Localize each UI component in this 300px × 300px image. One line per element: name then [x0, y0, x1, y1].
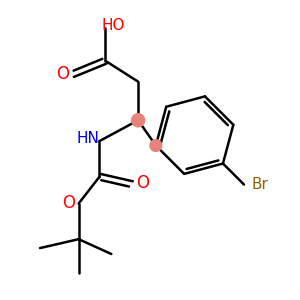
Text: HO: HO — [101, 18, 124, 33]
Text: HN: HN — [77, 130, 100, 146]
Circle shape — [132, 114, 145, 127]
Text: O: O — [62, 194, 75, 212]
Circle shape — [150, 140, 162, 152]
Text: O: O — [56, 65, 69, 83]
Text: Br: Br — [252, 177, 269, 192]
Text: O: O — [136, 174, 149, 192]
